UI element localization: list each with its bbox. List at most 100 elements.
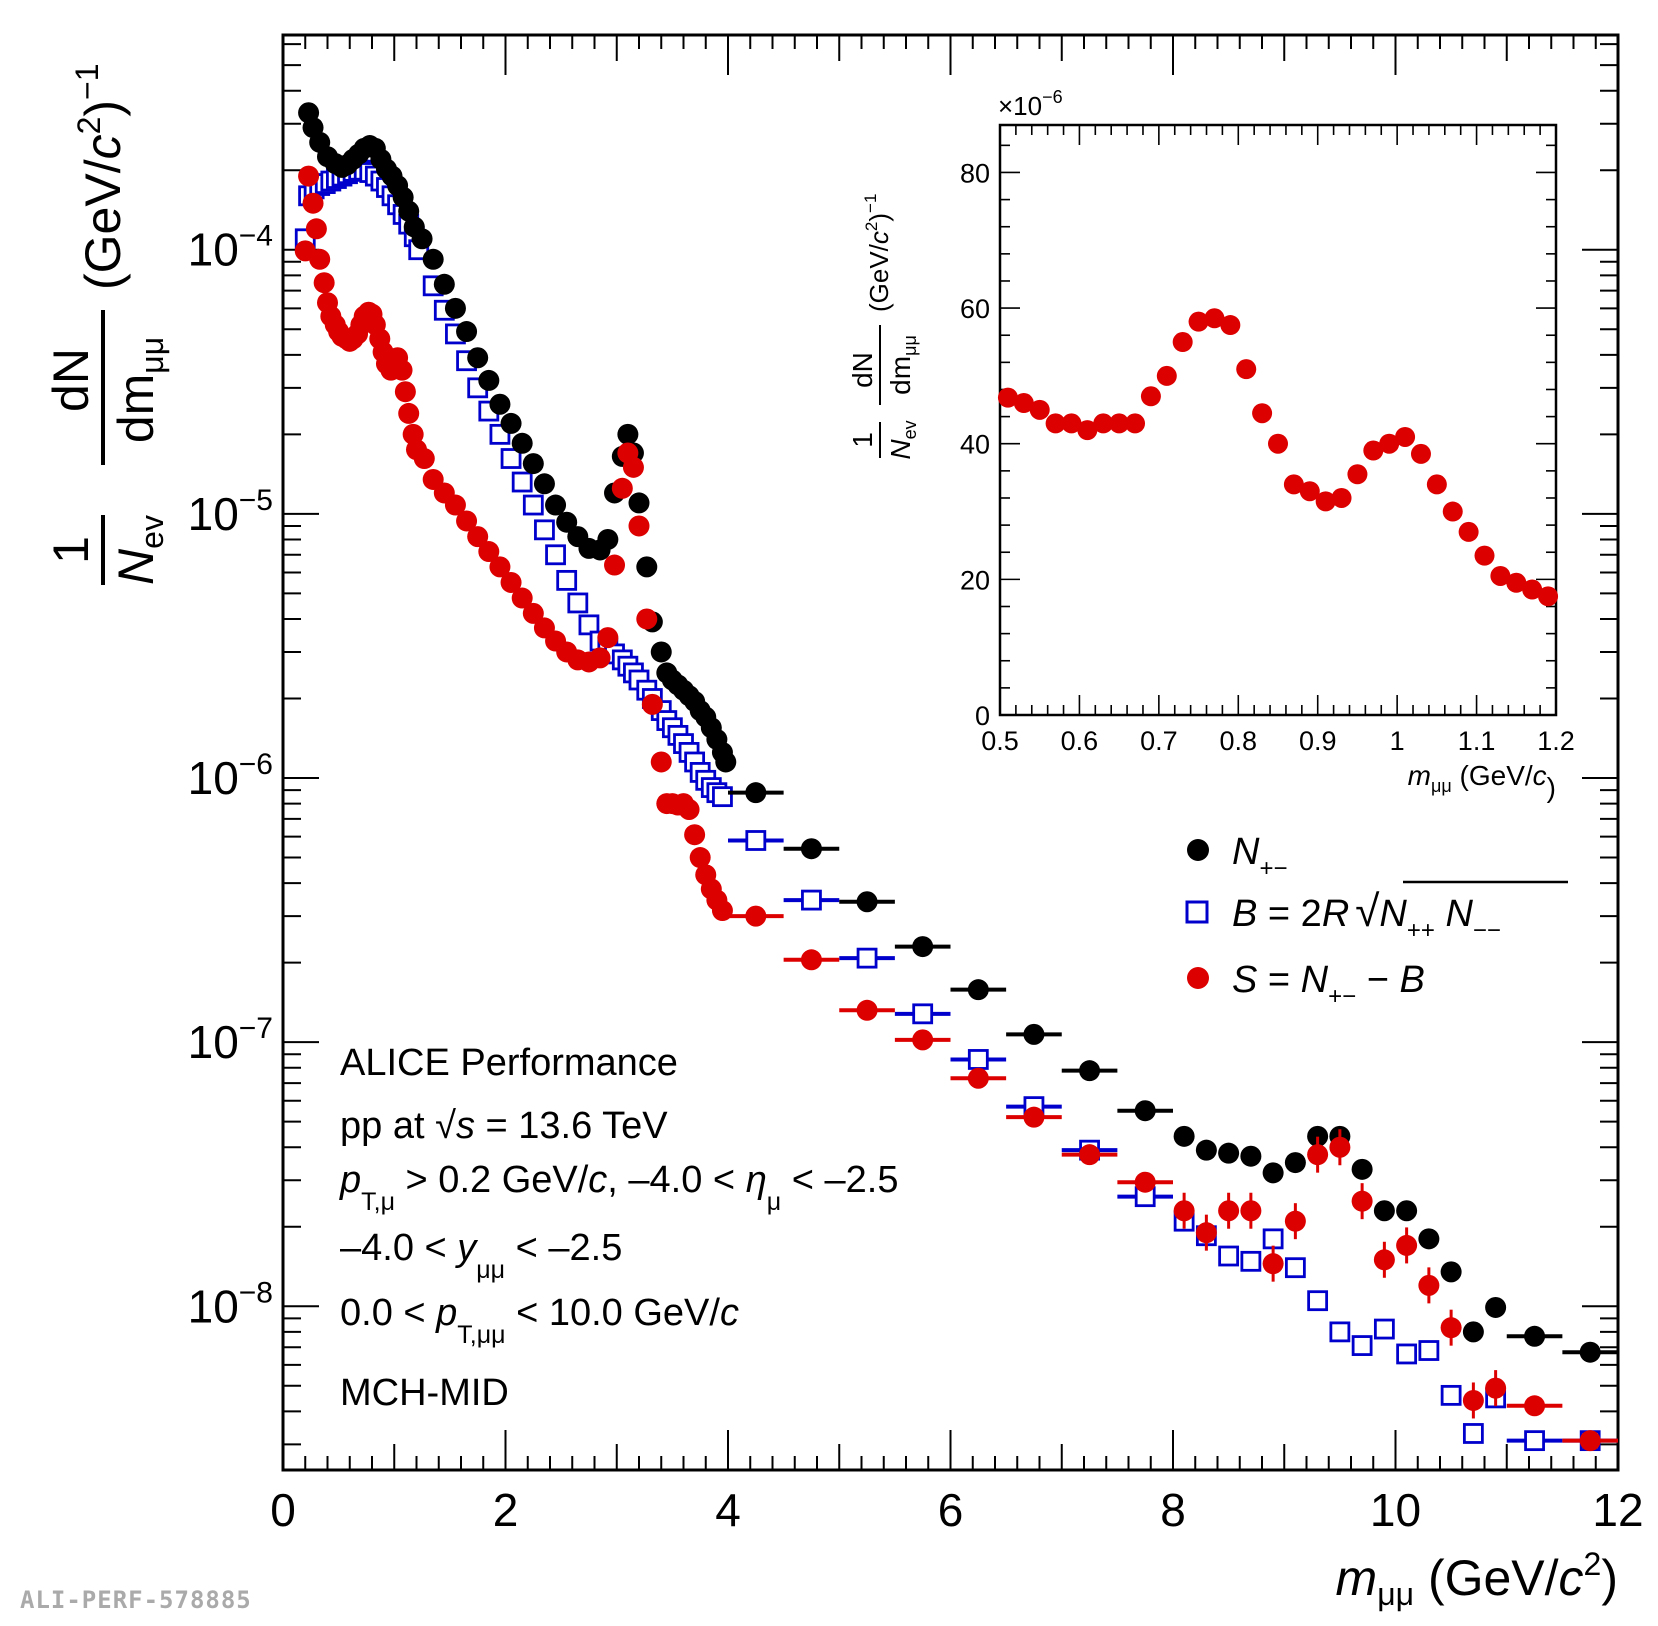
annotation-block: ALICE Performance pp at √s = 13.6 TeV pT… (339, 1042, 898, 1414)
inset-y-tick-label: 20 (960, 565, 990, 595)
data-point-n (1240, 1145, 1262, 1167)
data-point-b (534, 519, 555, 541)
main-x-tick-label: 4 (715, 1484, 741, 1536)
data-point-n (1485, 1296, 1507, 1318)
data-point-n (1307, 1125, 1329, 1147)
data-point-n (912, 936, 934, 958)
data-point-b (1240, 1250, 1262, 1272)
data-point-b (745, 830, 767, 851)
inset-y-tick-labels: 0 20 40 60 80 (960, 158, 990, 731)
data-point-s (641, 693, 663, 715)
data-point-s (650, 751, 672, 773)
data-point-n (444, 297, 466, 319)
main-x-tick-label: 2 (493, 1484, 519, 1536)
data-point-n (597, 528, 619, 550)
main-x-tick-labels: 0 2 4 6 8 10 12 (270, 1484, 1643, 1536)
data-point-n (1262, 1162, 1284, 1184)
inset-y-tick-label: 60 (960, 294, 990, 324)
data-point-n (1079, 1060, 1101, 1082)
inset-data-point-s (1013, 393, 1034, 414)
data-point-b (1218, 1245, 1240, 1267)
data-point-s (394, 381, 416, 403)
data-point-n (1284, 1152, 1306, 1174)
data-point-s (636, 608, 658, 630)
svg-text:Nev: Nev (108, 515, 170, 585)
data-point-b (967, 1049, 989, 1070)
data-point-n (1134, 1100, 1156, 1122)
data-point-n (1351, 1158, 1373, 1180)
data-point-s (413, 448, 435, 470)
data-point-b (567, 592, 589, 614)
legend-marker-b (1185, 900, 1209, 924)
data-point-b (1524, 1430, 1545, 1452)
data-point-s (597, 627, 619, 649)
data-point-n (1195, 1139, 1217, 1161)
legend-marker-s (1187, 967, 1209, 989)
inset-data-point-s (1506, 572, 1527, 593)
data-point-b (1462, 1423, 1484, 1444)
data-point-n (433, 273, 455, 295)
inset-data-point-s (1315, 491, 1336, 512)
data-point-s (298, 165, 320, 187)
data-point-s (444, 494, 466, 516)
inset-x-tick-label: 1.2 (1537, 726, 1575, 756)
legend: N+− B = 2R √N++ N−− S = N+− − B (1185, 831, 1568, 1010)
inset-x-tick-label: 0.7 (1140, 726, 1178, 756)
data-point-s (1351, 1190, 1373, 1212)
data-point-b (545, 544, 566, 566)
data-point-s (456, 510, 478, 532)
data-point-b (801, 889, 822, 911)
data-point-n (715, 751, 737, 773)
data-point-s (604, 554, 626, 576)
inset-data-point-s (1268, 433, 1288, 454)
data-point-s (1462, 1389, 1484, 1411)
svg-text:Nev: Nev (885, 420, 920, 459)
main-y-tick-labels: 10−4 10−5 10−6 10−7 10−8 (188, 220, 273, 1333)
data-point-b (556, 569, 578, 591)
inset-data-point-s (1172, 332, 1193, 353)
inset-x-axis-title: mμμ (GeV/c) (1408, 760, 1556, 803)
inset-data-point-s (1347, 464, 1368, 485)
data-point-n (545, 494, 567, 516)
data-point-n (500, 412, 522, 434)
data-point-s (313, 272, 335, 294)
data-point-s (967, 1067, 989, 1089)
data-point-b (511, 471, 533, 493)
data-point-s (1262, 1253, 1284, 1275)
data-point-b (578, 614, 600, 636)
inset-data-point-s (1299, 481, 1320, 502)
data-point-b (522, 494, 544, 516)
inset-data-point-s (997, 387, 1018, 408)
main-x-tick-label: 6 (938, 1484, 964, 1536)
data-point-s (689, 847, 711, 869)
data-point-n (456, 321, 478, 343)
data-point-b (1284, 1257, 1306, 1279)
legend-label-s: S = N+− − B (1232, 959, 1425, 1010)
data-point-s (800, 949, 822, 971)
data-point-s (305, 218, 327, 240)
main-axis-ticks (282, 35, 1619, 1470)
data-point-s (1579, 1430, 1601, 1452)
annotation-energy: pp at √s = 13.6 TeV (340, 1105, 668, 1147)
data-point-s (522, 602, 544, 624)
data-point-s (1195, 1222, 1217, 1244)
inset-multiplier: ×10−6 (998, 87, 1063, 121)
data-point-n (800, 838, 822, 860)
inset-data-point-s (1522, 579, 1543, 600)
inset-data-point-s (1410, 443, 1431, 464)
inset-data-point-s (1458, 521, 1479, 542)
data-point-b (1329, 1321, 1351, 1343)
data-point-s (478, 541, 500, 563)
inset-data-point-s (1029, 399, 1050, 420)
data-point-b (1396, 1343, 1418, 1365)
inset-x-tick-label: 1 (1390, 726, 1405, 756)
data-point-n (398, 200, 420, 222)
inset-plot-frame (998, 123, 1558, 717)
data-point-s (1307, 1144, 1329, 1166)
data-point-s (611, 477, 633, 499)
data-point-b (912, 1003, 934, 1025)
data-point-n (628, 492, 650, 514)
inset-y-tick-label: 40 (960, 430, 990, 460)
watermark-label: ALI-PERF-578885 (20, 1586, 252, 1614)
inset-data-point-s (1220, 315, 1241, 336)
